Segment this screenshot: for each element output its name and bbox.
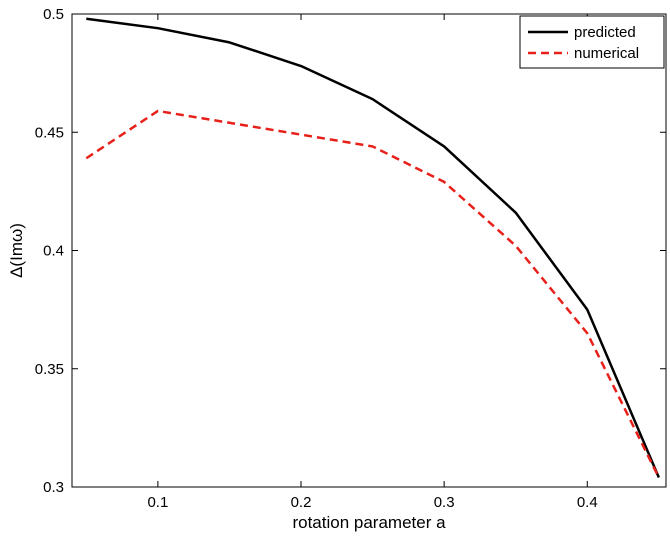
- legend-box: [519, 15, 665, 69]
- y-tick-label: 0.45: [35, 124, 64, 141]
- x-tick-label: 0.3: [434, 494, 455, 511]
- x-axis-ticks: 0.1 0.2 0.3 0.4: [147, 14, 598, 511]
- legend-label-predicted: predicted: [574, 24, 636, 41]
- series-line-predicted: [86, 17, 660, 479]
- legend-label-numerical: numerical: [574, 45, 639, 62]
- x-tick-label: 0.4: [577, 494, 598, 511]
- plot-area: 0.1 0.2 0.3 0.4 0.3 0.35 0.4 0.45 0.5: [35, 6, 667, 511]
- x-axis-label: rotation parameter a: [292, 513, 446, 532]
- x-tick-label: 0.2: [291, 494, 312, 511]
- y-tick-label: 0.3: [43, 479, 64, 496]
- legend: predicted numerical: [519, 15, 665, 69]
- y-axis-ticks: 0.3 0.35 0.4 0.45 0.5: [35, 6, 666, 496]
- series-line-numerical: [85, 109, 660, 479]
- y-tick-label: 0.4: [43, 243, 64, 260]
- y-axis-label: Δ(Imω): [7, 223, 26, 278]
- series-layer: [85, 17, 660, 479]
- y-tick-label: 0.35: [35, 361, 64, 378]
- x-tick-label: 0.1: [147, 494, 168, 511]
- y-tick-label: 0.5: [43, 6, 64, 23]
